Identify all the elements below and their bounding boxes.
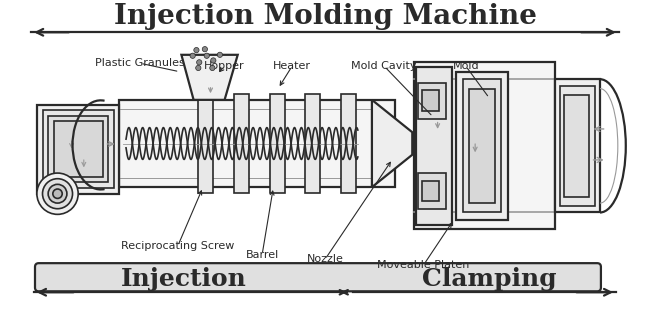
Bar [48, 116, 108, 182]
Bar [555, 79, 600, 212]
Circle shape [48, 184, 67, 203]
Bar [306, 94, 320, 193]
Circle shape [202, 46, 207, 52]
Bar [560, 86, 595, 206]
Bar [270, 94, 285, 193]
Text: Nozzle: Nozzle [307, 255, 343, 265]
Bar [118, 100, 395, 187]
Text: Plastic Granules: Plastic Granules [96, 58, 185, 68]
Circle shape [210, 65, 215, 70]
Text: Injection: Injection [122, 267, 247, 291]
Bar [422, 91, 439, 111]
Text: Moveable Platen: Moveable Platen [378, 260, 470, 270]
Bar [42, 110, 114, 188]
Bar [234, 94, 249, 193]
Bar [414, 62, 555, 229]
Bar [341, 94, 356, 193]
Bar [469, 89, 495, 203]
Polygon shape [181, 55, 238, 100]
Circle shape [196, 65, 201, 70]
Text: Mold: Mold [452, 61, 479, 71]
Bar [463, 79, 500, 212]
Bar [198, 94, 213, 193]
Circle shape [53, 189, 62, 198]
Bar [422, 181, 439, 201]
Circle shape [217, 52, 222, 57]
Circle shape [190, 53, 195, 58]
Bar [564, 95, 589, 196]
Circle shape [37, 173, 78, 214]
Bar [418, 83, 446, 119]
Text: Hopper: Hopper [204, 61, 245, 71]
Bar [416, 67, 452, 225]
Text: Clamping: Clamping [422, 267, 556, 291]
Bar [418, 173, 446, 209]
Bar [456, 72, 508, 220]
Text: Barrel: Barrel [246, 250, 279, 260]
Circle shape [211, 58, 216, 63]
Circle shape [204, 53, 209, 58]
Text: Heater: Heater [273, 61, 311, 71]
Bar [54, 122, 103, 177]
Text: Reciprocating Screw: Reciprocating Screw [121, 241, 235, 251]
Circle shape [194, 47, 199, 53]
Text: Mold Cavity: Mold Cavity [352, 61, 417, 71]
Circle shape [196, 60, 202, 65]
FancyBboxPatch shape [35, 263, 601, 291]
Circle shape [42, 179, 73, 209]
Bar [37, 105, 120, 194]
Text: Injection Molding Machine: Injection Molding Machine [114, 3, 536, 30]
Polygon shape [372, 100, 412, 187]
